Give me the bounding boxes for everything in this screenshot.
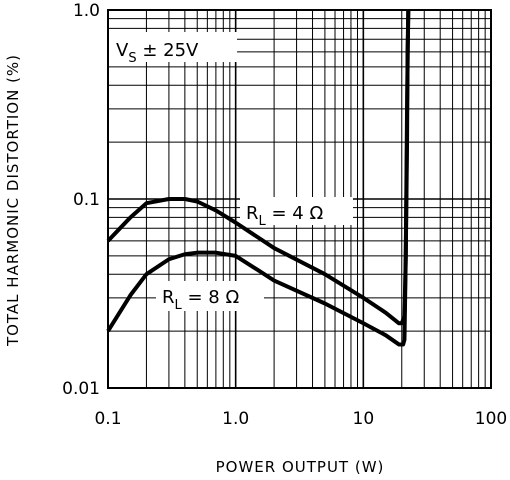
y-tick-label: 0.01 [62, 379, 100, 399]
load8-label-bg [156, 281, 264, 311]
supply-voltage-annotation: VS ± 25V [116, 40, 199, 66]
x-axis-title: POWER OUTPUT (W) [216, 458, 385, 476]
tick-labels: 0.1 1.0 10 100 0.01 0.1 1.0 [62, 1, 507, 429]
x-tick-label: 1.0 [222, 409, 249, 429]
load-8-ohm-annotation: RL = 8 Ω [162, 287, 239, 313]
x-tick-label: 10 [353, 409, 375, 429]
plot-frame [107, 9, 492, 389]
load-4-ohm-annotation: RL = 4 Ω [246, 203, 323, 229]
load4-label-bg [240, 197, 353, 225]
y-tick-label: 0.1 [73, 190, 100, 210]
x-tick-label: 100 [475, 409, 507, 429]
x-tick-label: 0.1 [94, 409, 121, 429]
y-axis-title: TOTAL HARMONIC DISTORTION (%) [4, 54, 22, 347]
series-line-load8 [106, 9, 411, 347]
series-group [106, 9, 411, 347]
supply-label-bg [109, 32, 237, 62]
y-tick-label: 1.0 [73, 1, 100, 21]
